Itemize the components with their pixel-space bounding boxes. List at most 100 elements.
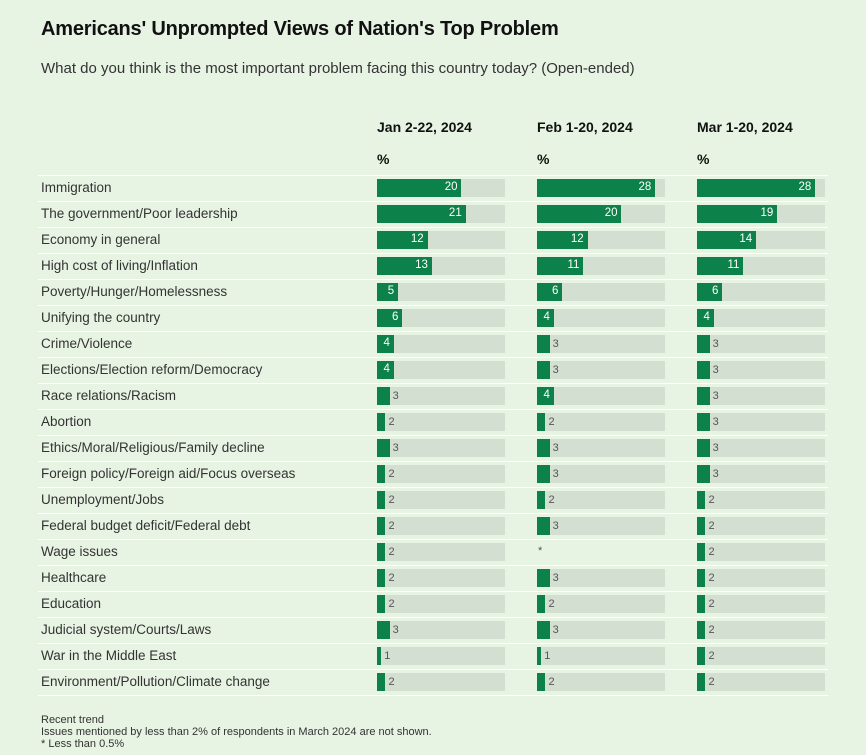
value-label: 3	[552, 520, 559, 532]
bar-track: 13	[377, 257, 505, 275]
bar	[697, 361, 710, 379]
bar	[537, 569, 550, 587]
bar	[537, 387, 554, 405]
bar-track: 3	[537, 517, 665, 535]
row-separator	[38, 279, 828, 280]
row-separator	[38, 565, 828, 566]
footer-note-threshold: Issues mentioned by less than 2% of resp…	[41, 726, 432, 738]
value-label: 2	[388, 598, 395, 610]
bar	[697, 231, 757, 249]
value-label: 13	[415, 259, 428, 271]
column-header-mar: Mar 1-20, 2024	[697, 119, 793, 135]
column-header-jan: Jan 2-22, 2024	[377, 119, 472, 135]
value-label: 3	[712, 390, 719, 402]
value-label: 3	[552, 468, 559, 480]
value-label: 4	[383, 337, 390, 349]
bar	[377, 621, 390, 639]
value-label: 19	[760, 207, 774, 219]
bar	[537, 335, 550, 353]
bar-track: 3	[537, 335, 665, 353]
bar	[377, 543, 386, 561]
bar-track: 3	[537, 569, 665, 587]
row-separator	[38, 643, 828, 644]
bar	[697, 673, 706, 691]
value-label: 20	[444, 181, 458, 193]
bar	[537, 517, 550, 535]
bar	[697, 179, 816, 197]
bar-track: 20	[537, 205, 665, 223]
value-label: 2	[708, 624, 715, 636]
bar	[377, 361, 394, 379]
bar	[697, 569, 706, 587]
bar	[537, 491, 546, 509]
bar	[697, 413, 710, 431]
bar	[377, 569, 386, 587]
category-label: Foreign policy/Foreign aid/Focus oversea…	[41, 466, 296, 481]
bar	[537, 673, 546, 691]
bar	[377, 491, 386, 509]
value-label: 2	[388, 676, 395, 688]
bar	[537, 283, 563, 301]
bar	[377, 413, 386, 431]
value-label: 12	[570, 233, 584, 245]
row-separator	[38, 461, 828, 462]
category-label: Immigration	[41, 180, 112, 195]
value-label: 1	[544, 650, 551, 662]
category-label: Ethics/Moral/Religious/Family decline	[41, 440, 265, 455]
bar-track: 2	[377, 595, 505, 613]
value-label: 3	[712, 364, 719, 376]
category-label: Crime/Violence	[41, 336, 133, 351]
bar	[377, 257, 432, 275]
bar-track: 3	[697, 387, 825, 405]
unit-label-mar: %	[697, 151, 710, 167]
bar-track: 4	[697, 309, 825, 327]
bar	[697, 621, 706, 639]
bar-track: 2	[697, 647, 825, 665]
bar	[537, 595, 546, 613]
category-label: Race relations/Racism	[41, 388, 177, 403]
bar-track: 2	[697, 569, 825, 587]
row-separator	[38, 435, 828, 436]
bar	[377, 673, 386, 691]
bar-track: 2	[697, 517, 825, 535]
bar-track: 3	[537, 439, 665, 457]
row-separator	[38, 591, 828, 592]
value-label: 2	[388, 520, 395, 532]
value-label: 6	[711, 285, 719, 297]
bar-track: 5	[377, 283, 505, 301]
value-label: 3	[552, 338, 559, 350]
bar	[377, 647, 382, 665]
bar	[377, 465, 386, 483]
bar	[697, 439, 710, 457]
bar	[697, 517, 706, 535]
value-label: 2	[548, 676, 555, 688]
value-label: 4	[703, 311, 710, 323]
bar-track: 6	[697, 283, 825, 301]
bar-track: 11	[537, 257, 665, 275]
unit-label-jan: %	[377, 151, 390, 167]
bar	[377, 179, 462, 197]
bar	[537, 179, 656, 197]
category-label: Federal budget deficit/Federal debt	[41, 518, 251, 533]
value-label: 4	[543, 389, 550, 401]
bar-track: 3	[377, 439, 505, 457]
bar-track: 2	[377, 543, 505, 561]
bar	[697, 491, 706, 509]
row-separator	[38, 513, 828, 514]
category-label: The government/Poor leadership	[41, 206, 238, 221]
value-label: 1	[384, 650, 391, 662]
bar-track: 3	[537, 465, 665, 483]
bar-track: 3	[697, 361, 825, 379]
bar-track: 3	[537, 361, 665, 379]
value-label: 3	[552, 442, 559, 454]
row-separator	[38, 331, 828, 332]
bar	[537, 257, 584, 275]
bar-track: 2	[697, 543, 825, 561]
category-label: Unifying the country	[41, 310, 161, 325]
value-label: 3	[712, 416, 719, 428]
bar-track: 2	[377, 517, 505, 535]
category-label: High cost of living/Inflation	[41, 258, 198, 273]
footer-note-asterisk: * Less than 0.5%	[41, 738, 125, 750]
bar	[697, 283, 723, 301]
value-label: 3	[392, 442, 399, 454]
